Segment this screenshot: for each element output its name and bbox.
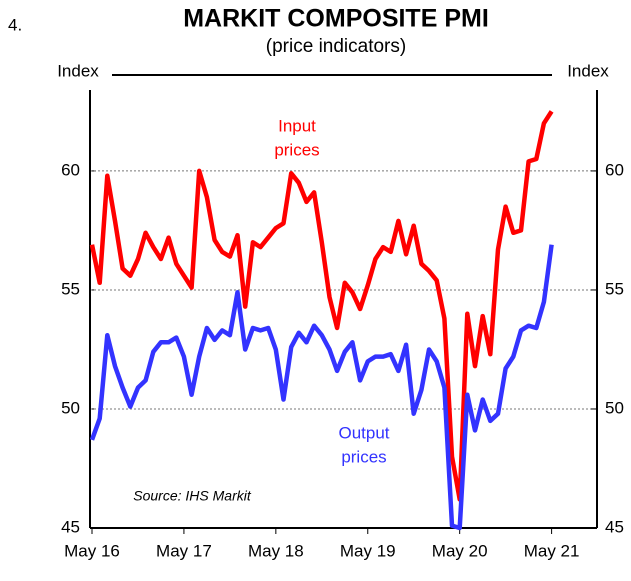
y-tick-label: 50	[61, 398, 80, 417]
y2-axis-label: Index	[567, 61, 609, 80]
series-label: Input	[278, 116, 316, 135]
y-tick-label: 45	[61, 517, 80, 536]
y-tick-label: 60	[61, 160, 80, 179]
chart-title: MARKIT COMPOSITE PMI	[183, 5, 489, 33]
series-label: Output	[338, 423, 389, 442]
y2-tick-label: 60	[605, 160, 624, 179]
x-tick-label: May 16	[64, 541, 120, 560]
x-tick-label: May 21	[524, 541, 580, 560]
y-axis-label: Index	[57, 61, 99, 80]
series-line	[89, 110, 554, 502]
y2-tick-label: 50	[605, 398, 624, 417]
x-tick-label: May 20	[432, 541, 488, 560]
y2-tick-label: 45	[605, 517, 624, 536]
source-note: Source: IHS Markit	[133, 488, 252, 504]
x-tick-label: May 18	[248, 541, 304, 560]
chart-subtitle: (price indicators)	[266, 36, 406, 57]
series-line	[89, 244, 554, 531]
y2-tick-label: 55	[605, 279, 624, 298]
chart-number: 4.	[8, 15, 22, 34]
series-label: prices	[341, 447, 386, 466]
series-label: prices	[274, 140, 319, 159]
x-tick-label: May 19	[340, 541, 396, 560]
x-tick-label: May 17	[156, 541, 212, 560]
y-tick-label: 55	[61, 279, 80, 298]
